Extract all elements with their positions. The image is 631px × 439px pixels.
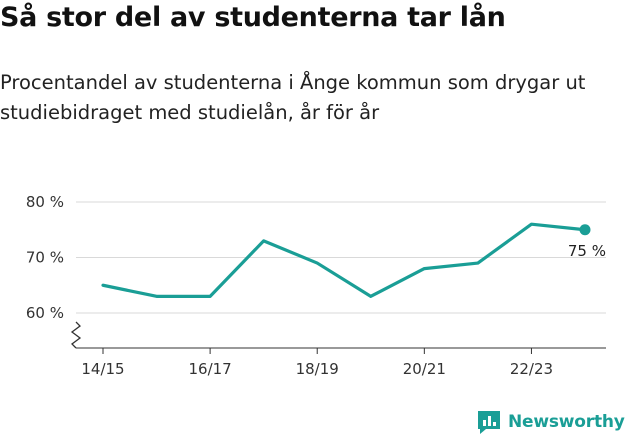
x-tick-label: 20/21 (403, 360, 446, 378)
series: 75 % (101, 222, 606, 298)
chart-title: Så stor del av studenterna tar lån (0, 2, 506, 33)
y-tick-label: 80 % (26, 193, 64, 211)
brand-name: Newsworthy (508, 412, 625, 432)
end-value-label: 75 % (568, 242, 606, 260)
x-tick-label: 16/17 (188, 360, 231, 378)
y-tick-label: 70 % (26, 249, 64, 267)
y-axis-tick-labels: 60 % 70 % 80 % (26, 193, 64, 322)
axis-break-icon (70, 321, 82, 349)
x-axis: 14/15 16/17 18/19 20/21 22/23 (70, 321, 606, 378)
chart-subtitle: Procentandel av studenterna i Ånge kommu… (0, 71, 586, 124)
gridlines (76, 201, 606, 314)
newsworthy-logo-icon (478, 411, 500, 434)
newsworthy-logo: Newsworthy (476, 409, 625, 435)
x-tick-label: 14/15 (81, 360, 124, 378)
x-tick-label: 22/23 (510, 360, 553, 378)
series-line (101, 222, 587, 298)
last-point-marker (579, 224, 591, 236)
y-tick-label: 60 % (26, 304, 64, 322)
x-tick-label: 18/19 (296, 360, 339, 378)
